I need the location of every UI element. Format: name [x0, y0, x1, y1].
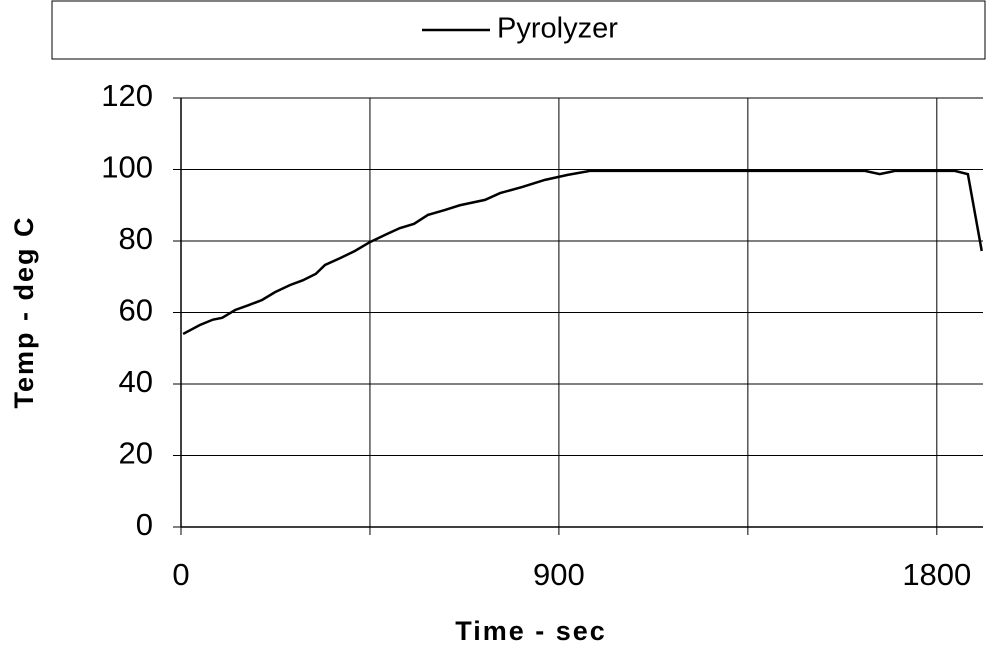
data-line [182, 169, 983, 336]
x-tick-label: 0 [172, 557, 189, 592]
y-tick-label: 120 [101, 78, 153, 113]
y-axis-title: Temp - deg C [9, 215, 39, 408]
y-tick-label: 0 [136, 507, 153, 542]
y-tick-label: 20 [119, 436, 153, 471]
y-tick-label: 80 [119, 221, 153, 256]
y-tick-label: 40 [119, 364, 153, 399]
x-tick-label: 1800 [902, 557, 971, 592]
legend-label: Pyrolyzer [497, 13, 618, 45]
x-tick-label: 900 [533, 557, 585, 592]
y-tick-label: 100 [101, 150, 153, 185]
legend-box [51, 0, 986, 60]
y-tick-label: 60 [119, 293, 153, 328]
x-axis-title: Time - sec [455, 616, 607, 646]
